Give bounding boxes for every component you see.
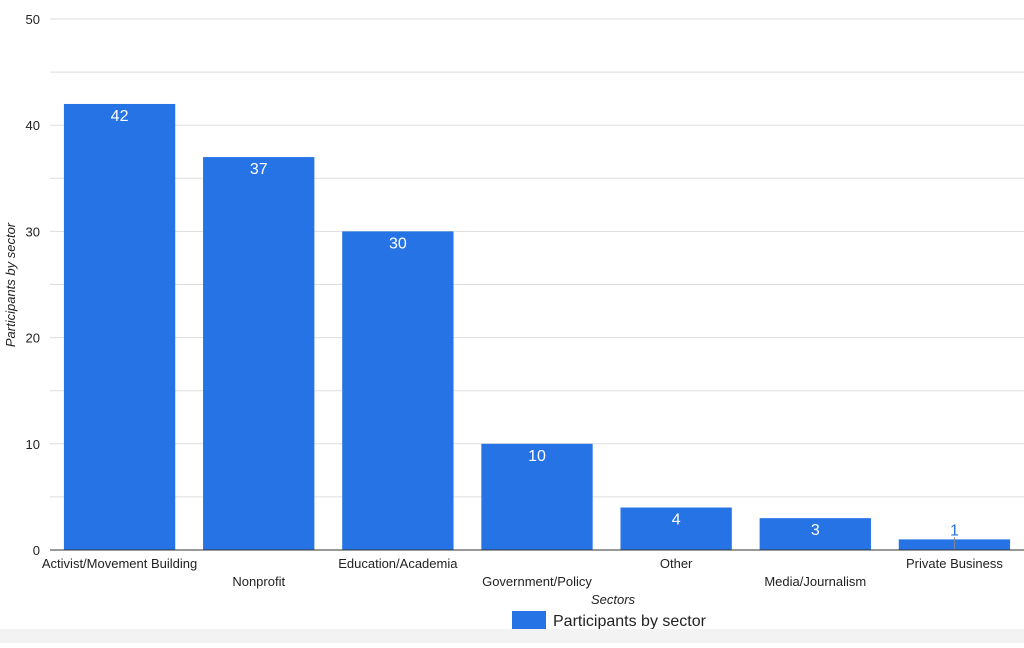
legend-label: Participants by sector <box>553 613 707 630</box>
y-tick-label: 30 <box>26 224 40 239</box>
legend-swatch <box>512 611 546 629</box>
footer-band <box>0 629 1024 643</box>
y-tick-label: 20 <box>26 331 40 346</box>
bar[interactable] <box>63 103 176 551</box>
data-label: 30 <box>389 235 407 252</box>
bar[interactable] <box>620 507 732 550</box>
data-labels: 42 37 30 10 4 3 1 <box>111 108 959 550</box>
data-label: 10 <box>528 448 546 465</box>
x-axis-categories: Activist/Movement Building Nonprofit Educa… <box>42 556 1003 589</box>
data-label: 4 <box>672 512 681 529</box>
data-label: 42 <box>111 108 129 125</box>
y-tick-label: 40 <box>26 118 40 133</box>
bar[interactable] <box>342 231 454 550</box>
x-category-label: Media/Journalism <box>764 574 866 589</box>
y-tick-label: 0 <box>33 543 40 558</box>
x-category-label: Nonprofit <box>232 574 285 589</box>
y-axis-ticks: 0 10 20 30 40 50 <box>26 12 40 558</box>
x-category-label: Government/Policy <box>482 574 592 589</box>
bar[interactable] <box>481 443 593 550</box>
bar[interactable] <box>203 157 315 550</box>
y-axis-title: Participants by sector <box>3 222 18 347</box>
y-tick-label: 10 <box>26 437 40 452</box>
data-label: 37 <box>250 161 268 178</box>
x-category-label: Private Business <box>906 556 1003 571</box>
x-category-label: Education/Academia <box>338 556 458 571</box>
legend[interactable]: Participants by sector <box>512 611 707 630</box>
bar[interactable] <box>759 518 871 550</box>
y-tick-label: 50 <box>26 12 40 27</box>
x-category-label: Activist/Movement Building <box>42 556 197 571</box>
data-label: 1 <box>950 522 959 539</box>
x-axis-title: Sectors <box>591 592 636 607</box>
x-category-label: Other <box>660 556 693 571</box>
gridlines <box>50 18 1024 498</box>
data-label: 3 <box>811 522 820 539</box>
bars <box>63 103 1011 551</box>
